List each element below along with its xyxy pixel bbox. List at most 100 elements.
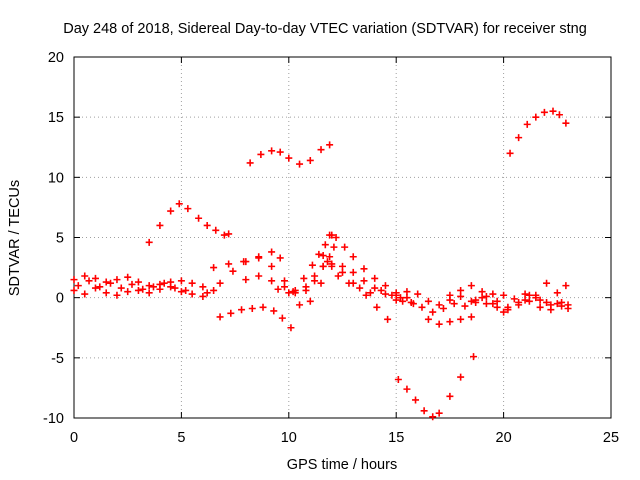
series-arc-5 bbox=[216, 303, 295, 332]
data-point bbox=[403, 288, 411, 296]
data-point bbox=[281, 283, 289, 291]
data-point bbox=[420, 407, 428, 415]
data-point bbox=[220, 231, 228, 239]
data-point bbox=[257, 150, 265, 158]
data-point bbox=[225, 260, 233, 268]
data-point bbox=[532, 291, 540, 299]
data-point bbox=[328, 260, 336, 268]
data-point bbox=[356, 284, 364, 292]
data-point bbox=[543, 298, 551, 306]
data-point bbox=[521, 290, 529, 298]
data-point bbox=[472, 296, 480, 304]
data-point bbox=[482, 300, 490, 308]
data-point bbox=[540, 108, 548, 116]
data-point bbox=[536, 296, 544, 304]
data-point bbox=[525, 291, 533, 299]
data-point bbox=[70, 286, 78, 294]
data-point bbox=[478, 288, 486, 296]
data-point bbox=[506, 149, 514, 157]
data-point bbox=[549, 107, 557, 115]
series-arc-2 bbox=[506, 107, 570, 157]
data-point bbox=[562, 282, 570, 290]
data-point bbox=[302, 286, 310, 294]
data-point bbox=[246, 159, 254, 167]
data-point bbox=[229, 267, 237, 275]
data-point bbox=[139, 285, 147, 293]
chart-title: Day 248 of 2018, Sidereal Day-to-day VTE… bbox=[63, 21, 587, 37]
data-point bbox=[446, 318, 454, 326]
data-point bbox=[74, 282, 82, 290]
data-point bbox=[225, 230, 233, 238]
series-arc-4 bbox=[394, 353, 478, 421]
data-point bbox=[184, 205, 192, 213]
data-point bbox=[536, 303, 544, 311]
data-point bbox=[274, 285, 282, 293]
data-point bbox=[278, 314, 286, 322]
data-point bbox=[177, 288, 185, 296]
y-tick-label: 15 bbox=[48, 110, 64, 126]
data-point bbox=[306, 297, 314, 305]
data-point bbox=[424, 297, 432, 305]
series-arc-1 bbox=[246, 141, 334, 168]
data-point bbox=[311, 277, 319, 285]
data-point bbox=[558, 302, 566, 310]
data-point bbox=[188, 279, 196, 287]
data-point bbox=[268, 277, 276, 285]
data-point bbox=[255, 253, 263, 261]
data-point bbox=[414, 290, 422, 298]
data-point bbox=[210, 286, 218, 294]
data-point bbox=[124, 288, 132, 296]
data-point bbox=[188, 290, 196, 298]
data-point bbox=[360, 265, 368, 273]
data-point bbox=[515, 301, 523, 309]
data-point bbox=[429, 413, 437, 421]
data-point bbox=[564, 304, 572, 312]
data-point bbox=[149, 283, 157, 291]
data-point bbox=[412, 396, 420, 404]
data-point bbox=[240, 258, 248, 266]
data-point bbox=[547, 306, 555, 314]
data-point bbox=[489, 290, 497, 298]
series-arc-10 bbox=[210, 248, 284, 272]
data-point bbox=[167, 283, 175, 291]
data-point bbox=[562, 119, 570, 127]
series-arc-21 bbox=[446, 282, 508, 316]
data-point bbox=[371, 274, 379, 282]
data-point bbox=[334, 272, 342, 280]
data-point bbox=[167, 207, 175, 215]
x-axis-label: GPS time / hours bbox=[287, 457, 397, 473]
data-point bbox=[134, 286, 142, 294]
data-point bbox=[339, 268, 346, 276]
data-point bbox=[345, 279, 353, 287]
data-point bbox=[91, 274, 99, 282]
data-point bbox=[396, 294, 404, 302]
gridlines bbox=[74, 57, 611, 418]
series-arc-23 bbox=[521, 279, 570, 304]
data-point bbox=[399, 297, 407, 305]
series-arc-17 bbox=[334, 272, 417, 308]
data-point bbox=[482, 292, 490, 300]
data-point bbox=[435, 409, 443, 417]
data-point bbox=[91, 284, 99, 292]
data-point bbox=[289, 288, 297, 296]
data-point bbox=[306, 156, 314, 164]
data-point bbox=[175, 200, 183, 208]
data-point bbox=[555, 111, 563, 119]
data-point bbox=[326, 141, 334, 149]
data-point bbox=[128, 280, 136, 288]
data-point bbox=[332, 234, 340, 241]
data-point bbox=[381, 282, 389, 290]
data-point bbox=[268, 262, 276, 270]
x-tick-label: 15 bbox=[388, 430, 404, 446]
data-point bbox=[429, 308, 437, 316]
data-point bbox=[102, 289, 110, 297]
x-tick-label: 20 bbox=[496, 430, 512, 446]
data-point bbox=[341, 243, 349, 251]
x-tick-label: 0 bbox=[70, 430, 78, 446]
data-point bbox=[182, 286, 190, 294]
data-point bbox=[461, 302, 469, 310]
data-point bbox=[366, 289, 374, 297]
data-point bbox=[317, 279, 325, 287]
data-point bbox=[81, 272, 89, 280]
data-point bbox=[339, 262, 346, 270]
